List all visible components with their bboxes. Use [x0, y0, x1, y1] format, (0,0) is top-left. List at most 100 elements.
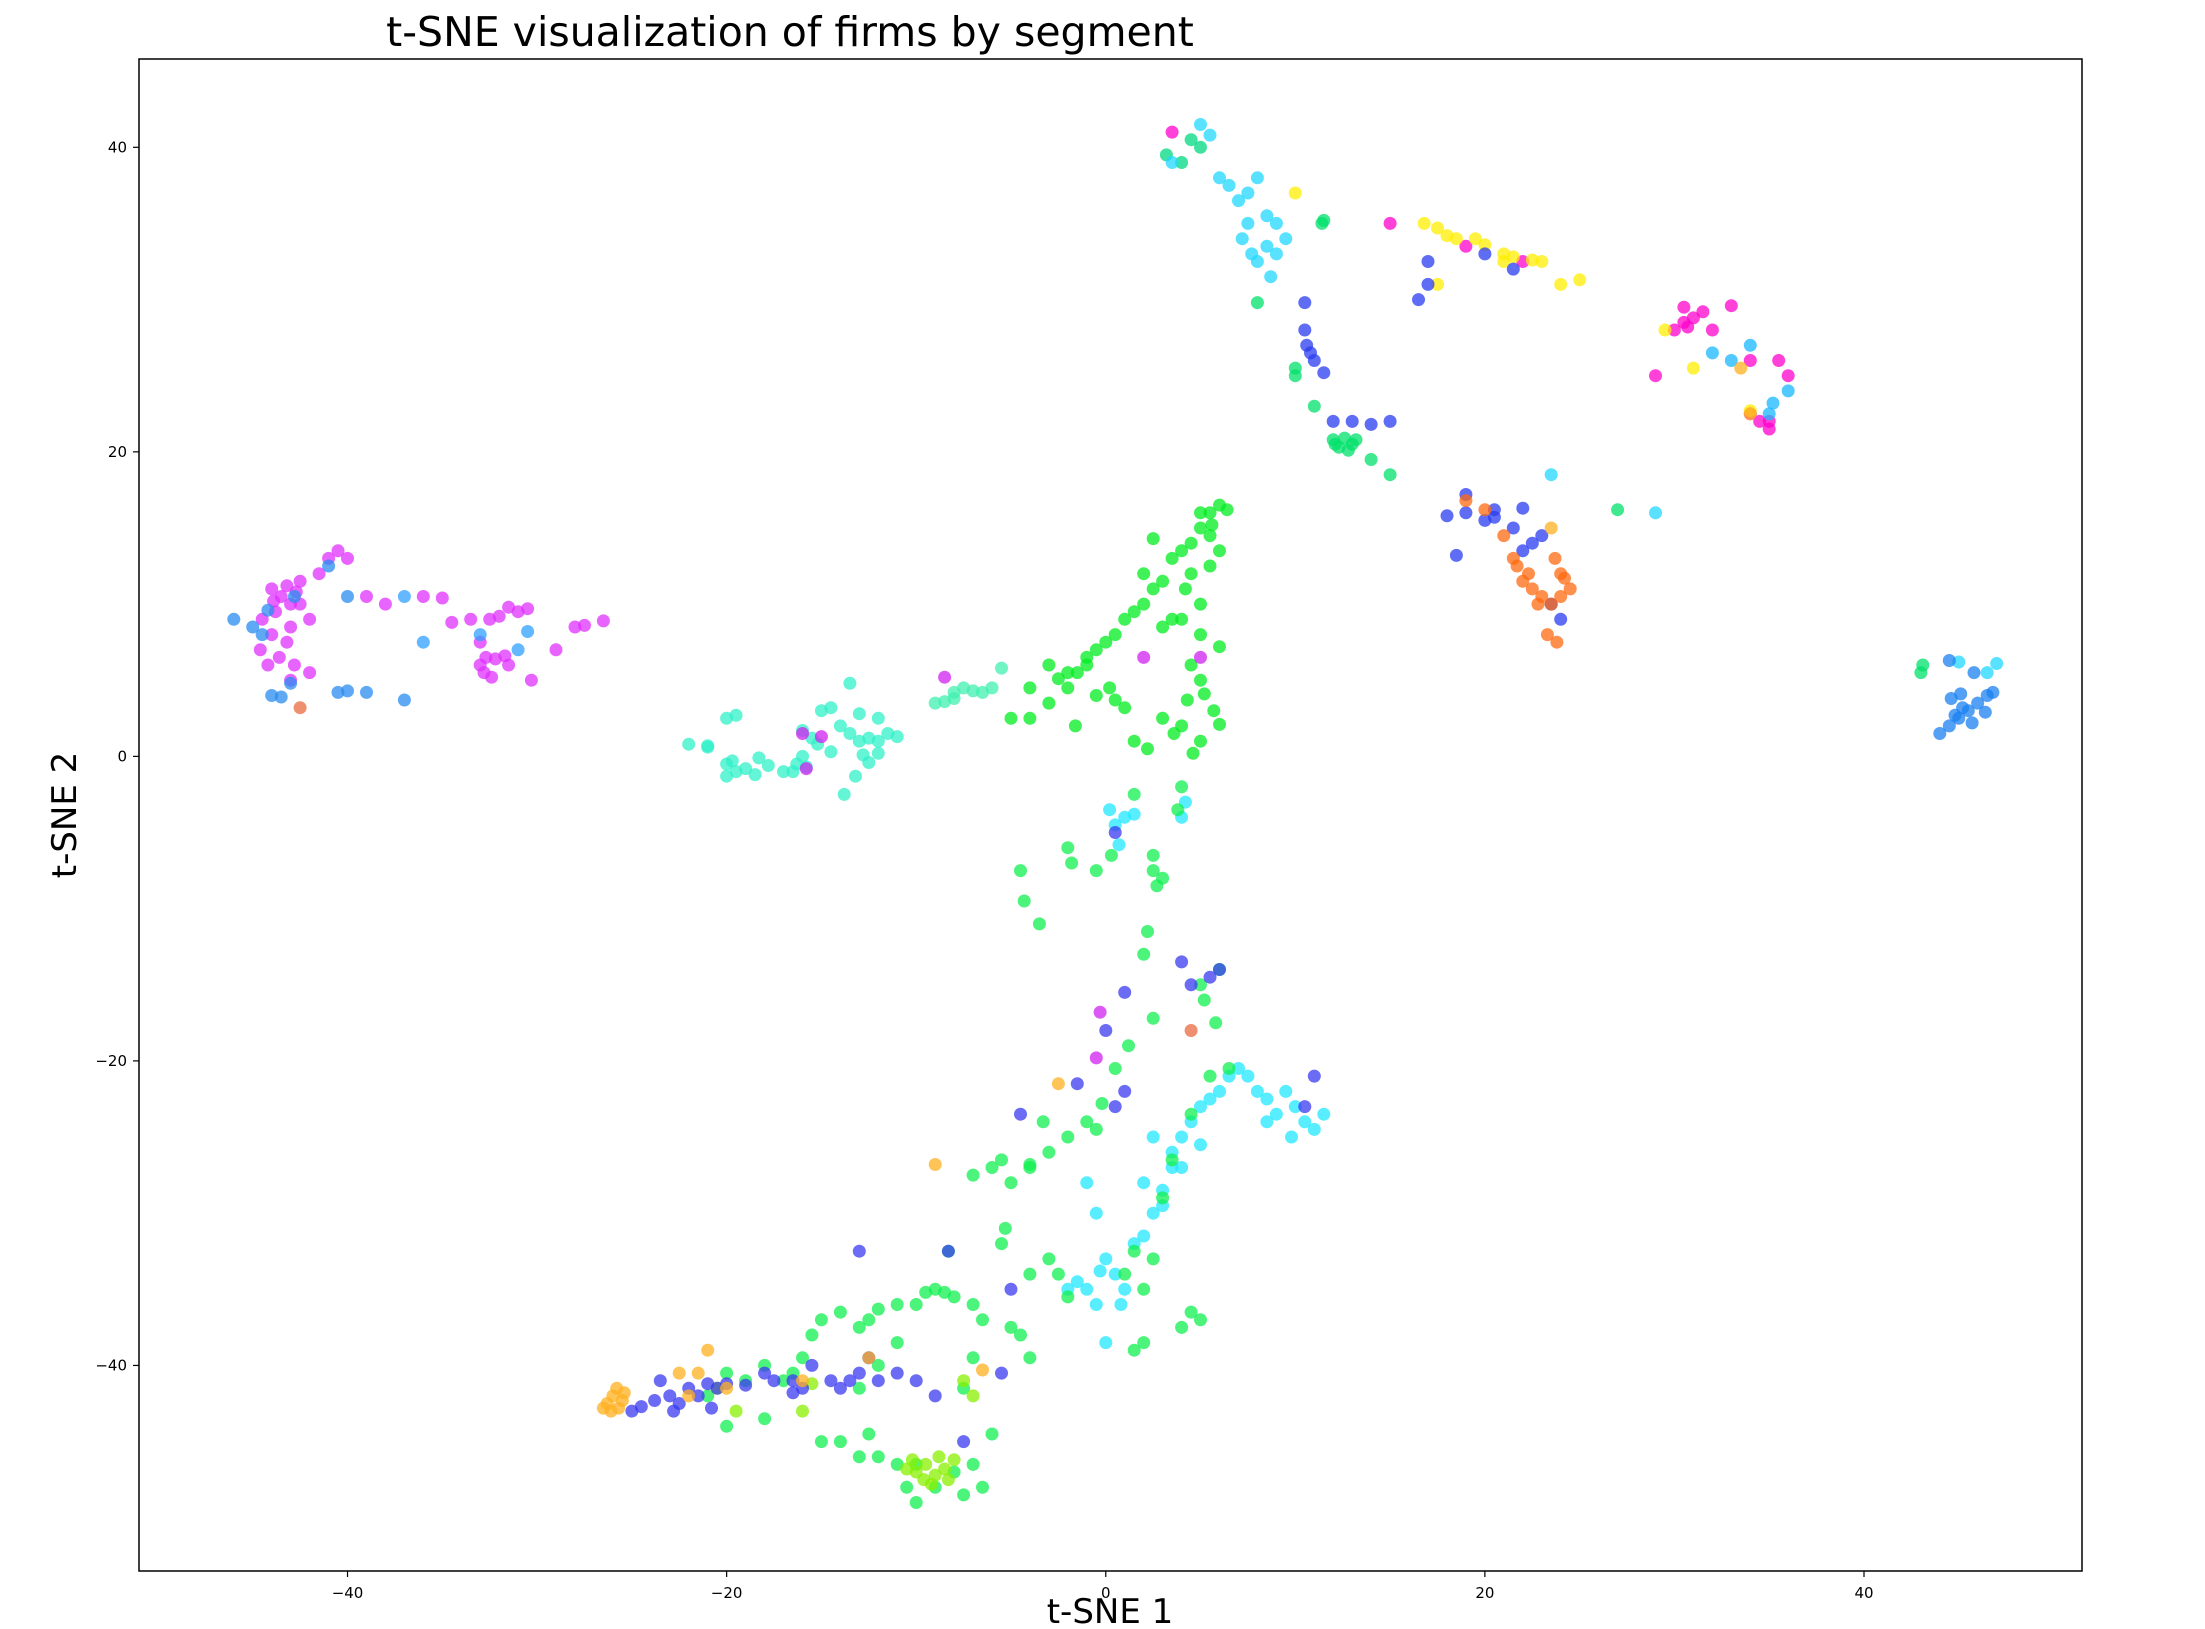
data-point	[1137, 1176, 1151, 1190]
data-point	[786, 1386, 800, 1400]
data-point	[1104, 848, 1118, 862]
data-point	[1525, 582, 1539, 596]
data-point	[758, 1366, 772, 1380]
data-point	[1298, 1100, 1312, 1114]
data-point	[976, 1313, 989, 1327]
data-point	[1165, 156, 1179, 169]
data-point	[1127, 807, 1141, 821]
data-point	[871, 746, 885, 760]
data-point	[805, 1328, 819, 1342]
data-point	[1550, 635, 1564, 649]
data-point	[261, 603, 275, 617]
data-point	[1042, 658, 1056, 672]
data-point	[1232, 194, 1245, 208]
data-point	[464, 612, 478, 626]
data-point	[862, 1427, 876, 1441]
data-point	[1061, 1130, 1075, 1144]
data-point	[1023, 681, 1037, 695]
data-point	[843, 676, 857, 690]
data-point	[1449, 232, 1463, 246]
data-point	[1150, 879, 1164, 893]
data-point	[1611, 503, 1625, 517]
y-axis-label: t-SNE 2	[45, 752, 85, 879]
data-point	[1544, 468, 1558, 482]
data-point	[1156, 620, 1170, 634]
plot-frame	[138, 58, 2083, 1572]
x-tick-label: −20	[711, 1584, 743, 1602]
data-point	[1743, 338, 1757, 352]
data-point	[1260, 1092, 1274, 1106]
data-point	[1194, 673, 1207, 687]
data-point	[928, 1158, 942, 1171]
data-point	[1497, 529, 1511, 543]
data-point	[1089, 1122, 1103, 1136]
data-point	[1349, 433, 1363, 447]
data-point	[1065, 856, 1079, 870]
data-point	[1431, 221, 1444, 235]
x-tick-label: 40	[1854, 1584, 1873, 1602]
data-point	[1203, 970, 1217, 984]
data-point	[976, 1480, 989, 1494]
data-point	[1658, 323, 1672, 337]
data-point	[1417, 216, 1431, 230]
data-point	[322, 559, 336, 573]
data-point	[1089, 1051, 1103, 1065]
data-point	[1203, 529, 1217, 543]
data-point	[995, 1366, 1008, 1380]
data-point	[1108, 1062, 1122, 1075]
data-point	[1686, 361, 1700, 375]
data-point	[416, 635, 430, 649]
data-point	[1156, 711, 1170, 725]
data-point	[1118, 701, 1132, 715]
data-point	[1766, 396, 1780, 410]
data-point	[852, 1381, 866, 1395]
data-point	[824, 1374, 838, 1388]
data-point	[1781, 384, 1795, 398]
data-point	[1146, 1206, 1160, 1220]
data-point	[1108, 628, 1122, 642]
data-point	[1298, 1115, 1312, 1129]
data-point	[1573, 273, 1587, 287]
data-point	[799, 762, 813, 776]
data-point	[691, 1389, 705, 1403]
data-point	[919, 1285, 933, 1299]
data-point	[1222, 1062, 1236, 1075]
data-point	[796, 1404, 809, 1418]
data-point	[274, 690, 288, 704]
data-point	[1194, 978, 1207, 992]
data-point	[862, 1313, 876, 1327]
data-point	[985, 681, 999, 695]
data-point	[1165, 612, 1179, 626]
data-point	[1705, 346, 1719, 360]
data-point	[1250, 1084, 1264, 1098]
data-point	[758, 1412, 772, 1426]
data-point	[1099, 1024, 1113, 1037]
data-point	[862, 756, 876, 769]
x-tick-label: −40	[332, 1584, 364, 1602]
data-point	[1184, 658, 1198, 672]
data-point	[871, 1450, 885, 1464]
data-point	[1203, 1092, 1217, 1106]
data-point	[1080, 1115, 1094, 1129]
data-point	[1184, 1024, 1198, 1037]
data-point	[1184, 567, 1198, 581]
data-point	[1114, 1298, 1128, 1311]
data-point	[1070, 666, 1084, 680]
data-point	[1317, 366, 1331, 380]
data-point	[1667, 323, 1681, 337]
data-point	[1383, 216, 1397, 230]
data-point	[701, 1343, 715, 1357]
data-point	[1127, 787, 1141, 801]
data-point	[852, 1366, 866, 1380]
data-point	[1146, 848, 1160, 862]
data-point	[1004, 1282, 1018, 1296]
data-point	[1203, 1069, 1217, 1083]
data-point	[814, 730, 828, 744]
data-point	[1209, 1016, 1223, 1030]
data-point	[1364, 417, 1378, 431]
data-point	[1175, 612, 1189, 626]
data-point	[1197, 687, 1211, 701]
data-point	[473, 628, 487, 642]
data-point	[397, 590, 411, 603]
